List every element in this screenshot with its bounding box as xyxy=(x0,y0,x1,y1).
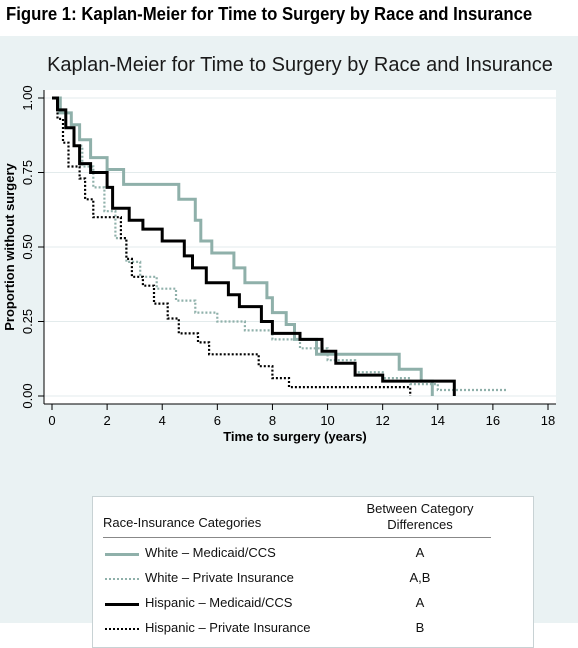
y-tick-label: 0.50 xyxy=(20,234,35,259)
chart-title: Kaplan-Meier for Time to Surgery by Race… xyxy=(47,54,553,76)
y-tick-label: 0.25 xyxy=(20,309,35,334)
x-tick-label: 2 xyxy=(103,413,110,428)
x-tick-label: 8 xyxy=(269,413,276,428)
legend-item: White – Medicaid/CCS A xyxy=(93,543,533,565)
x-tick-label: 12 xyxy=(375,413,389,428)
x-tick-label: 10 xyxy=(320,413,334,428)
series-line-2 xyxy=(52,96,507,392)
y-axis-label: Proportion without surgery xyxy=(2,162,17,330)
km-chart: Kaplan-Meier for Time to Surgery by Race… xyxy=(2,54,556,444)
legend-item: Hispanic – Private Insurance B xyxy=(93,618,533,640)
legend-label: Hispanic – Medicaid/CCS xyxy=(145,595,293,610)
legend-difference: A xyxy=(415,545,425,560)
y-tick-label: 0.75 xyxy=(20,160,35,185)
x-tick-label: 4 xyxy=(159,413,166,428)
x-tick-label: 14 xyxy=(431,413,445,428)
legend-header-categories: Race-Insurance Categories xyxy=(103,515,262,530)
series-line-1 xyxy=(52,96,434,396)
x-tick-label: 18 xyxy=(541,413,555,428)
legend-difference: A,B xyxy=(409,570,431,585)
x-tick-label: 16 xyxy=(486,413,500,428)
legend-label: White – Medicaid/CCS xyxy=(145,545,276,560)
x-tick-label: 6 xyxy=(214,413,221,428)
legend-item: Hispanic – Medicaid/CCS A xyxy=(93,593,533,615)
legend-difference: A xyxy=(415,595,425,610)
series-line-3 xyxy=(52,96,456,396)
legend-header-differences-line1: Between Category xyxy=(366,501,474,516)
y-tick-label: 1.00 xyxy=(20,85,35,110)
legend-swatch xyxy=(105,603,139,606)
x-tick-label: 0 xyxy=(48,413,55,428)
figure-caption: Figure 1: Kaplan-Meier for Time to Surge… xyxy=(6,4,533,24)
legend-item: White – Private Insurance A,B xyxy=(93,568,533,590)
y-tick-label: 0.00 xyxy=(20,383,35,408)
legend-difference: B xyxy=(415,620,425,635)
legend: Race-Insurance Categories Between Catego… xyxy=(92,496,534,648)
series-line-4 xyxy=(52,96,412,396)
legend-swatch xyxy=(105,578,139,580)
legend-swatch xyxy=(105,628,139,630)
chart-panel: Kaplan-Meier for Time to Surgery by Race… xyxy=(0,36,578,648)
legend-header-differences-line2: Differences xyxy=(387,517,453,532)
legend-divider xyxy=(103,537,491,538)
legend-swatch xyxy=(105,553,139,556)
x-axis-label: Time to surgery (years) xyxy=(223,429,367,444)
legend-label: Hispanic – Private Insurance xyxy=(145,620,311,635)
legend-label: White – Private Insurance xyxy=(145,570,294,585)
